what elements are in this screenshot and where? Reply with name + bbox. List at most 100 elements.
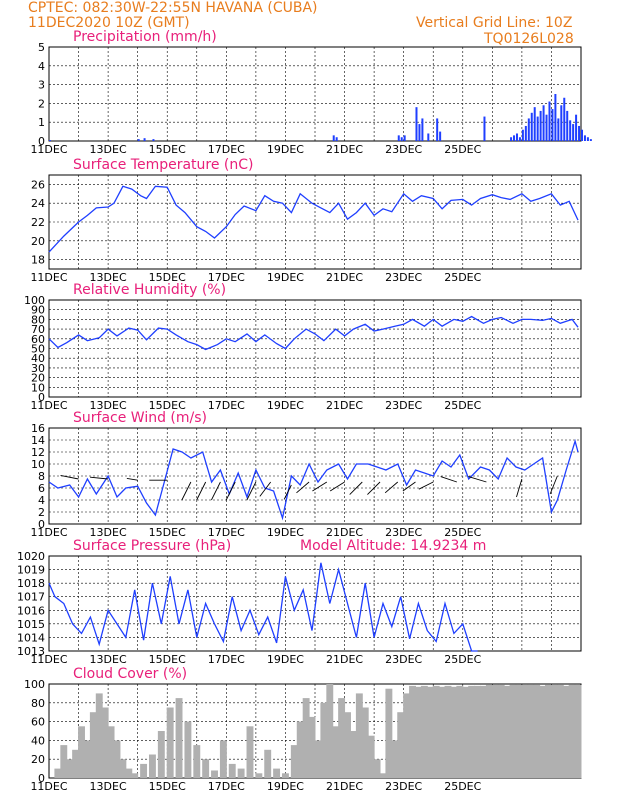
x-tick-label: 19DEC	[267, 526, 304, 539]
cloud-bar	[148, 754, 156, 778]
x-tick-label: 19DEC	[267, 399, 304, 412]
cloud-bar	[140, 763, 148, 778]
y-tick-label: 80	[31, 313, 45, 326]
precip-bar	[539, 110, 542, 141]
cloud-bar	[113, 740, 121, 778]
precip-bar	[518, 137, 521, 141]
cloud-bar	[355, 693, 363, 778]
cloud-bar	[539, 685, 547, 778]
precip-bar	[527, 118, 530, 141]
x-tick-label: 13DEC	[90, 780, 127, 793]
wind-arrow	[181, 481, 192, 501]
cloud-bar	[397, 712, 405, 778]
wind-arrow	[418, 481, 434, 490]
x-tick-label: 23DEC	[385, 271, 422, 284]
cloud-bar	[211, 770, 218, 778]
y-tick-label: 100	[24, 294, 45, 307]
cloud-bar	[515, 684, 523, 778]
precip-bar	[427, 133, 430, 141]
x-tick-label: 23DEC	[385, 526, 422, 539]
cloud-bar	[72, 749, 80, 778]
precip-bar	[524, 125, 527, 141]
y-tick-label: 1	[38, 116, 45, 129]
precip-bar	[510, 137, 513, 141]
y-tick-label: 80	[31, 697, 45, 710]
x-tick-label: 23DEC	[385, 399, 422, 412]
cloud-bar	[462, 686, 470, 778]
cloud-bar	[349, 731, 357, 778]
y-tick-label: 5	[38, 41, 45, 54]
precip-bar	[143, 138, 146, 141]
cloud-bar	[290, 745, 298, 778]
cloud-bar	[83, 740, 91, 778]
panel-frame	[48, 46, 582, 142]
wind-arrow	[349, 481, 363, 495]
cloud-bar	[480, 685, 487, 778]
precip-bar	[566, 110, 569, 141]
y-tick-label: 50	[31, 343, 45, 356]
wind-arrow	[329, 481, 345, 492]
y-tick-label: 3	[38, 79, 45, 92]
model-altitude-label: Model Altitude: 14.9234 m	[300, 538, 486, 554]
precip-bar	[560, 105, 563, 141]
wind-arrow	[283, 484, 292, 500]
cloud-bar	[403, 693, 411, 778]
wind-arrow	[549, 475, 558, 495]
x-tick-label: 25DEC	[444, 271, 481, 284]
y-tick-label: 12	[31, 446, 45, 459]
cloud-bar	[66, 759, 74, 778]
y-tick-label: 1019	[17, 564, 45, 577]
cloud-bar	[255, 773, 263, 778]
y-tick-label: 30	[31, 362, 45, 375]
wind-arrow	[211, 481, 221, 501]
x-tick-label: 17DEC	[208, 780, 245, 793]
x-tick-label: 25DEC	[444, 143, 481, 156]
cloud-bar	[326, 684, 334, 778]
cloud-bar	[497, 684, 505, 778]
y-tick-label: 0	[38, 518, 45, 531]
y-tick-label: 8	[38, 470, 45, 483]
x-tick-label: 11DEC	[30, 143, 67, 156]
cloud-bar	[107, 726, 115, 778]
cloud-bar	[119, 759, 127, 778]
cloud-bar	[562, 685, 570, 778]
precip-bar	[578, 125, 581, 141]
y-tick-label: 1017	[17, 591, 45, 604]
y-tick-label: 1020	[17, 550, 45, 563]
cloud-bar	[246, 726, 254, 778]
y-tick-label: 60	[31, 333, 45, 346]
y-tick-label: 1016	[17, 604, 45, 617]
precip-bar	[583, 135, 586, 141]
x-tick-label: 17DEC	[208, 399, 245, 412]
x-tick-label: 15DEC	[149, 271, 186, 284]
wind-arrow	[312, 481, 328, 492]
cloud-bar	[78, 726, 85, 778]
cloud-bar	[550, 684, 558, 778]
y-tick-label: 0	[38, 391, 45, 404]
precip-bar	[137, 139, 140, 141]
cloud-bar	[420, 685, 428, 778]
cloud-bar	[545, 684, 552, 778]
x-tick-label: 11DEC	[30, 653, 67, 666]
x-tick-label: 11DEC	[30, 780, 67, 793]
precip-bar	[548, 101, 551, 141]
y-tick-label: 1015	[17, 618, 45, 631]
cloud-bar	[450, 686, 458, 778]
precip-bar	[536, 116, 539, 141]
wind-arrow	[367, 481, 381, 495]
cloud-bar	[338, 698, 346, 778]
panel-title: Relative Humidity (%)	[73, 282, 226, 298]
series-line	[48, 315, 579, 351]
cloud-bar	[184, 721, 192, 778]
x-tick-label: 25DEC	[444, 653, 481, 666]
precip-bar	[400, 137, 403, 141]
y-tick-label: 1013	[17, 645, 45, 658]
panel-title: Surface Wind (m/s)	[73, 410, 207, 426]
precip-bar	[589, 139, 592, 141]
cloud-bar	[485, 684, 493, 778]
y-tick-label: 40	[31, 352, 45, 365]
wind-arrow	[384, 481, 399, 494]
cloud-bar	[193, 745, 201, 778]
precip-bar	[515, 133, 518, 141]
